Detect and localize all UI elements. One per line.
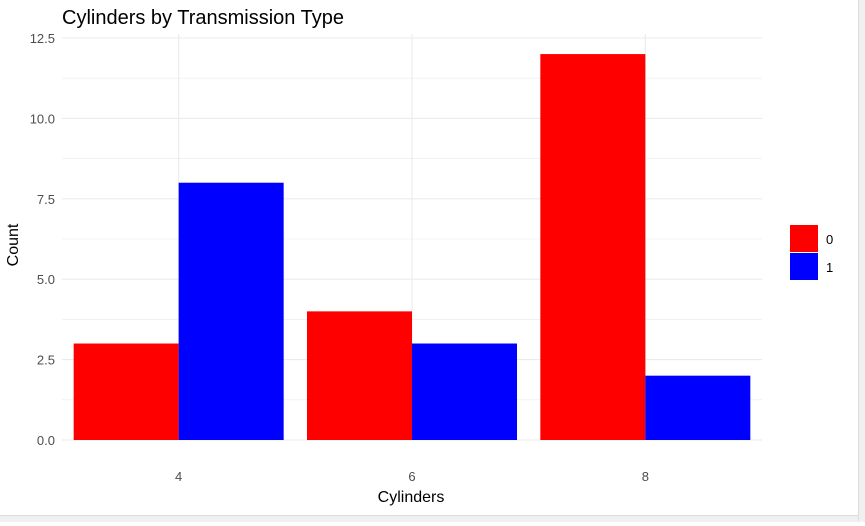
y-tick-label: 5.0 xyxy=(37,272,55,287)
y-tick-label: 2.5 xyxy=(37,353,55,368)
legend: 01 xyxy=(790,225,833,280)
legend-label: 0 xyxy=(826,232,833,247)
legend-key-1 xyxy=(790,253,818,280)
x-axis-ticks: 4 6 8 xyxy=(175,469,649,484)
legend-key-0 xyxy=(790,225,818,252)
x-tick-label: 6 xyxy=(408,469,415,484)
x-tick-label: 8 xyxy=(642,469,649,484)
y-tick-label: 12.5 xyxy=(30,31,55,46)
y-tick-label: 10.0 xyxy=(30,111,55,126)
x-tick-label: 4 xyxy=(175,469,182,484)
y-axis-ticks: 0.0 2.5 5.0 7.5 10.0 12.5 xyxy=(30,31,55,448)
y-tick-label: 0.0 xyxy=(37,433,55,448)
y-axis-label: Count xyxy=(5,223,22,266)
window-right-border xyxy=(858,0,865,521)
bar-0-8 xyxy=(540,54,646,440)
bar-0-6 xyxy=(307,311,412,440)
y-tick-label: 7.5 xyxy=(37,192,55,207)
window-bottom-border xyxy=(0,515,865,522)
bar-1-6 xyxy=(412,343,517,440)
chart-title: Cylinders by Transmission Type xyxy=(62,7,344,29)
x-axis-label: Cylinders xyxy=(378,489,445,506)
bar-1-4 xyxy=(178,182,284,440)
bar-0-4 xyxy=(73,343,179,440)
legend-label: 1 xyxy=(826,260,833,275)
bars-layer xyxy=(73,54,751,440)
bar-1-8 xyxy=(645,375,751,440)
